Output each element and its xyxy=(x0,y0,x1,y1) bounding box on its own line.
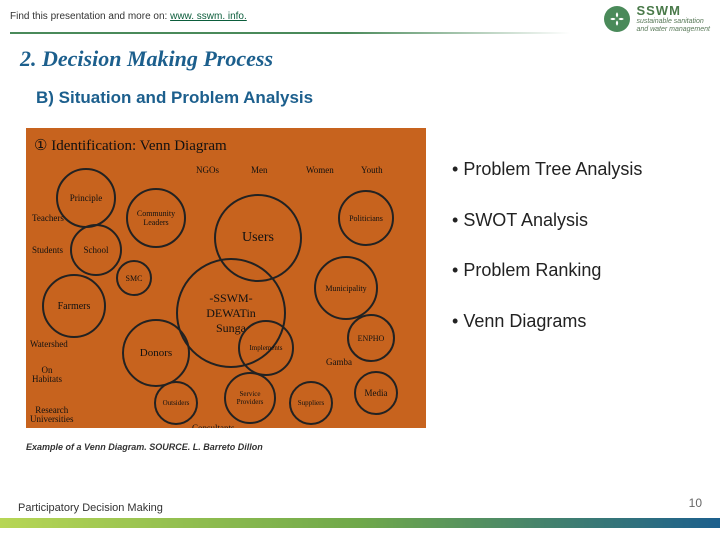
page-number: 10 xyxy=(689,496,702,510)
footer-label: Participatory Decision Making xyxy=(18,502,163,514)
venn-photo: ① Identification: Venn Diagram NGOs Men Wo… xyxy=(26,128,426,428)
diagram-side-label: Research Universities xyxy=(30,406,74,425)
diagram-circle: Service Providers xyxy=(224,372,276,424)
diagram-side-label: On Habitats xyxy=(32,366,62,385)
diagram-circle: School xyxy=(70,224,122,276)
bullet-list: Problem Tree Analysis SWOT Analysis Proble… xyxy=(452,158,702,360)
diagram-circle: Politicians xyxy=(338,190,394,246)
logo-line1: sustainable sanitation xyxy=(636,18,710,26)
bullet-item: SWOT Analysis xyxy=(452,209,702,232)
logo-text: SSWM sustainable sanitation and water ma… xyxy=(636,4,710,34)
diagram-top-label: Men xyxy=(251,166,268,175)
diagram-heading-band: ① Identification: Venn Diagram xyxy=(34,136,418,168)
diagram-top-label: Youth xyxy=(361,166,383,175)
diagram-side-label: Students xyxy=(32,246,63,255)
diagram-circle: SMC xyxy=(116,260,152,296)
logo: SSWM sustainable sanitation and water ma… xyxy=(604,4,710,34)
find-text: Find this presentation and more on: www.… xyxy=(10,11,247,22)
footer: Participatory Decision Making 10 xyxy=(0,486,720,528)
bullet-item: Problem Ranking xyxy=(452,259,702,282)
diagram-side-label: Teachers xyxy=(32,214,64,223)
photo-caption: Example of a Venn Diagram. SOURCE. L. Ba… xyxy=(26,442,263,452)
diagram-circle: Donors xyxy=(122,319,190,387)
diagram-top-label: Women xyxy=(306,166,334,175)
diagram-circle: Outsiders xyxy=(154,381,198,425)
bullet-item: Venn Diagrams xyxy=(452,310,702,333)
diagram-heading: ① Identification: Venn Diagram xyxy=(34,138,227,154)
diagram-top-label: NGOs xyxy=(196,166,219,175)
source-link[interactable]: www. sswm. info. xyxy=(170,11,247,22)
find-prefix: Find this presentation and more on: xyxy=(10,11,170,22)
diagram-circle: Principle xyxy=(56,168,116,228)
page-title: 2. Decision Making Process xyxy=(20,46,273,72)
slide: Find this presentation and more on: www.… xyxy=(0,0,720,540)
diagram-side-label: Gamba xyxy=(326,358,352,367)
diagram-circle: Users xyxy=(214,194,302,282)
diagram-side-label: Watershed xyxy=(30,340,68,349)
diagram-side-label: Consultants xyxy=(192,424,235,428)
diagram-circle: Community Leaders xyxy=(126,188,186,248)
diagram-circle: Suppliers xyxy=(289,381,333,425)
diagram-circle: Implements xyxy=(238,320,294,376)
bullet-item: Problem Tree Analysis xyxy=(452,158,702,181)
logo-line2: and water management xyxy=(636,26,710,34)
diagram-circle: Media xyxy=(354,371,398,415)
diagram-circle: ENPHO xyxy=(347,314,395,362)
diagram-circle: Municipality xyxy=(314,256,378,320)
logo-mark-icon xyxy=(604,6,630,32)
diagram-circle: Farmers xyxy=(42,274,106,338)
header-rule xyxy=(10,32,570,34)
logo-big: SSWM xyxy=(636,4,710,18)
page-subtitle: B) Situation and Problem Analysis xyxy=(36,88,313,108)
footer-gradient xyxy=(0,518,720,528)
